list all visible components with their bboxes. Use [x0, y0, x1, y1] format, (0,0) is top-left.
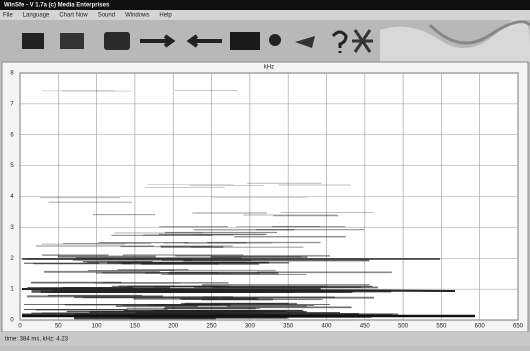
x-tick-label: 550 [436, 324, 447, 330]
x-tick-label: 450 [360, 324, 371, 330]
menu-item[interactable]: Sound [98, 13, 115, 19]
x-tick-label: 500 [398, 324, 409, 330]
open-button[interactable] [22, 33, 44, 49]
x-tick-label: 250 [207, 324, 218, 330]
save-button[interactable] [60, 33, 84, 49]
chart-title: kHz [264, 65, 274, 71]
x-tick-label: 600 [475, 324, 486, 330]
menu: File Language Chart Now Sound Windows Help [3, 13, 172, 19]
x-tick-label: 100 [92, 324, 103, 330]
window-title: WinSfe - V 1.7a (c) Media Enterprises [4, 3, 110, 9]
x-tick-label: 300 [245, 324, 256, 330]
x-tick-label: 200 [168, 324, 179, 330]
menu-item[interactable]: Chart Now [59, 13, 88, 19]
x-tick-label: 50 [55, 324, 62, 330]
status-text: time: 384 ms, kHz: 4.23 [5, 337, 69, 343]
app-window: WinSfe - V 1.7a (c) Media Enterprises Fi… [0, 0, 530, 346]
x-tick-label: 400 [321, 324, 332, 330]
menu-item[interactable]: File [3, 13, 13, 19]
status-bar [0, 332, 530, 346]
record-button[interactable] [104, 32, 130, 50]
zoom-button[interactable] [269, 34, 281, 46]
x-tick-label: 350 [283, 324, 294, 330]
x-tick-label: 150 [130, 324, 141, 330]
menu-item[interactable]: Language [23, 13, 50, 19]
menu-item[interactable]: Help [159, 13, 172, 19]
spectrum-button[interactable] [230, 32, 260, 50]
menu-item[interactable]: Windows [125, 13, 149, 19]
x-tick-label: 650 [513, 324, 524, 330]
